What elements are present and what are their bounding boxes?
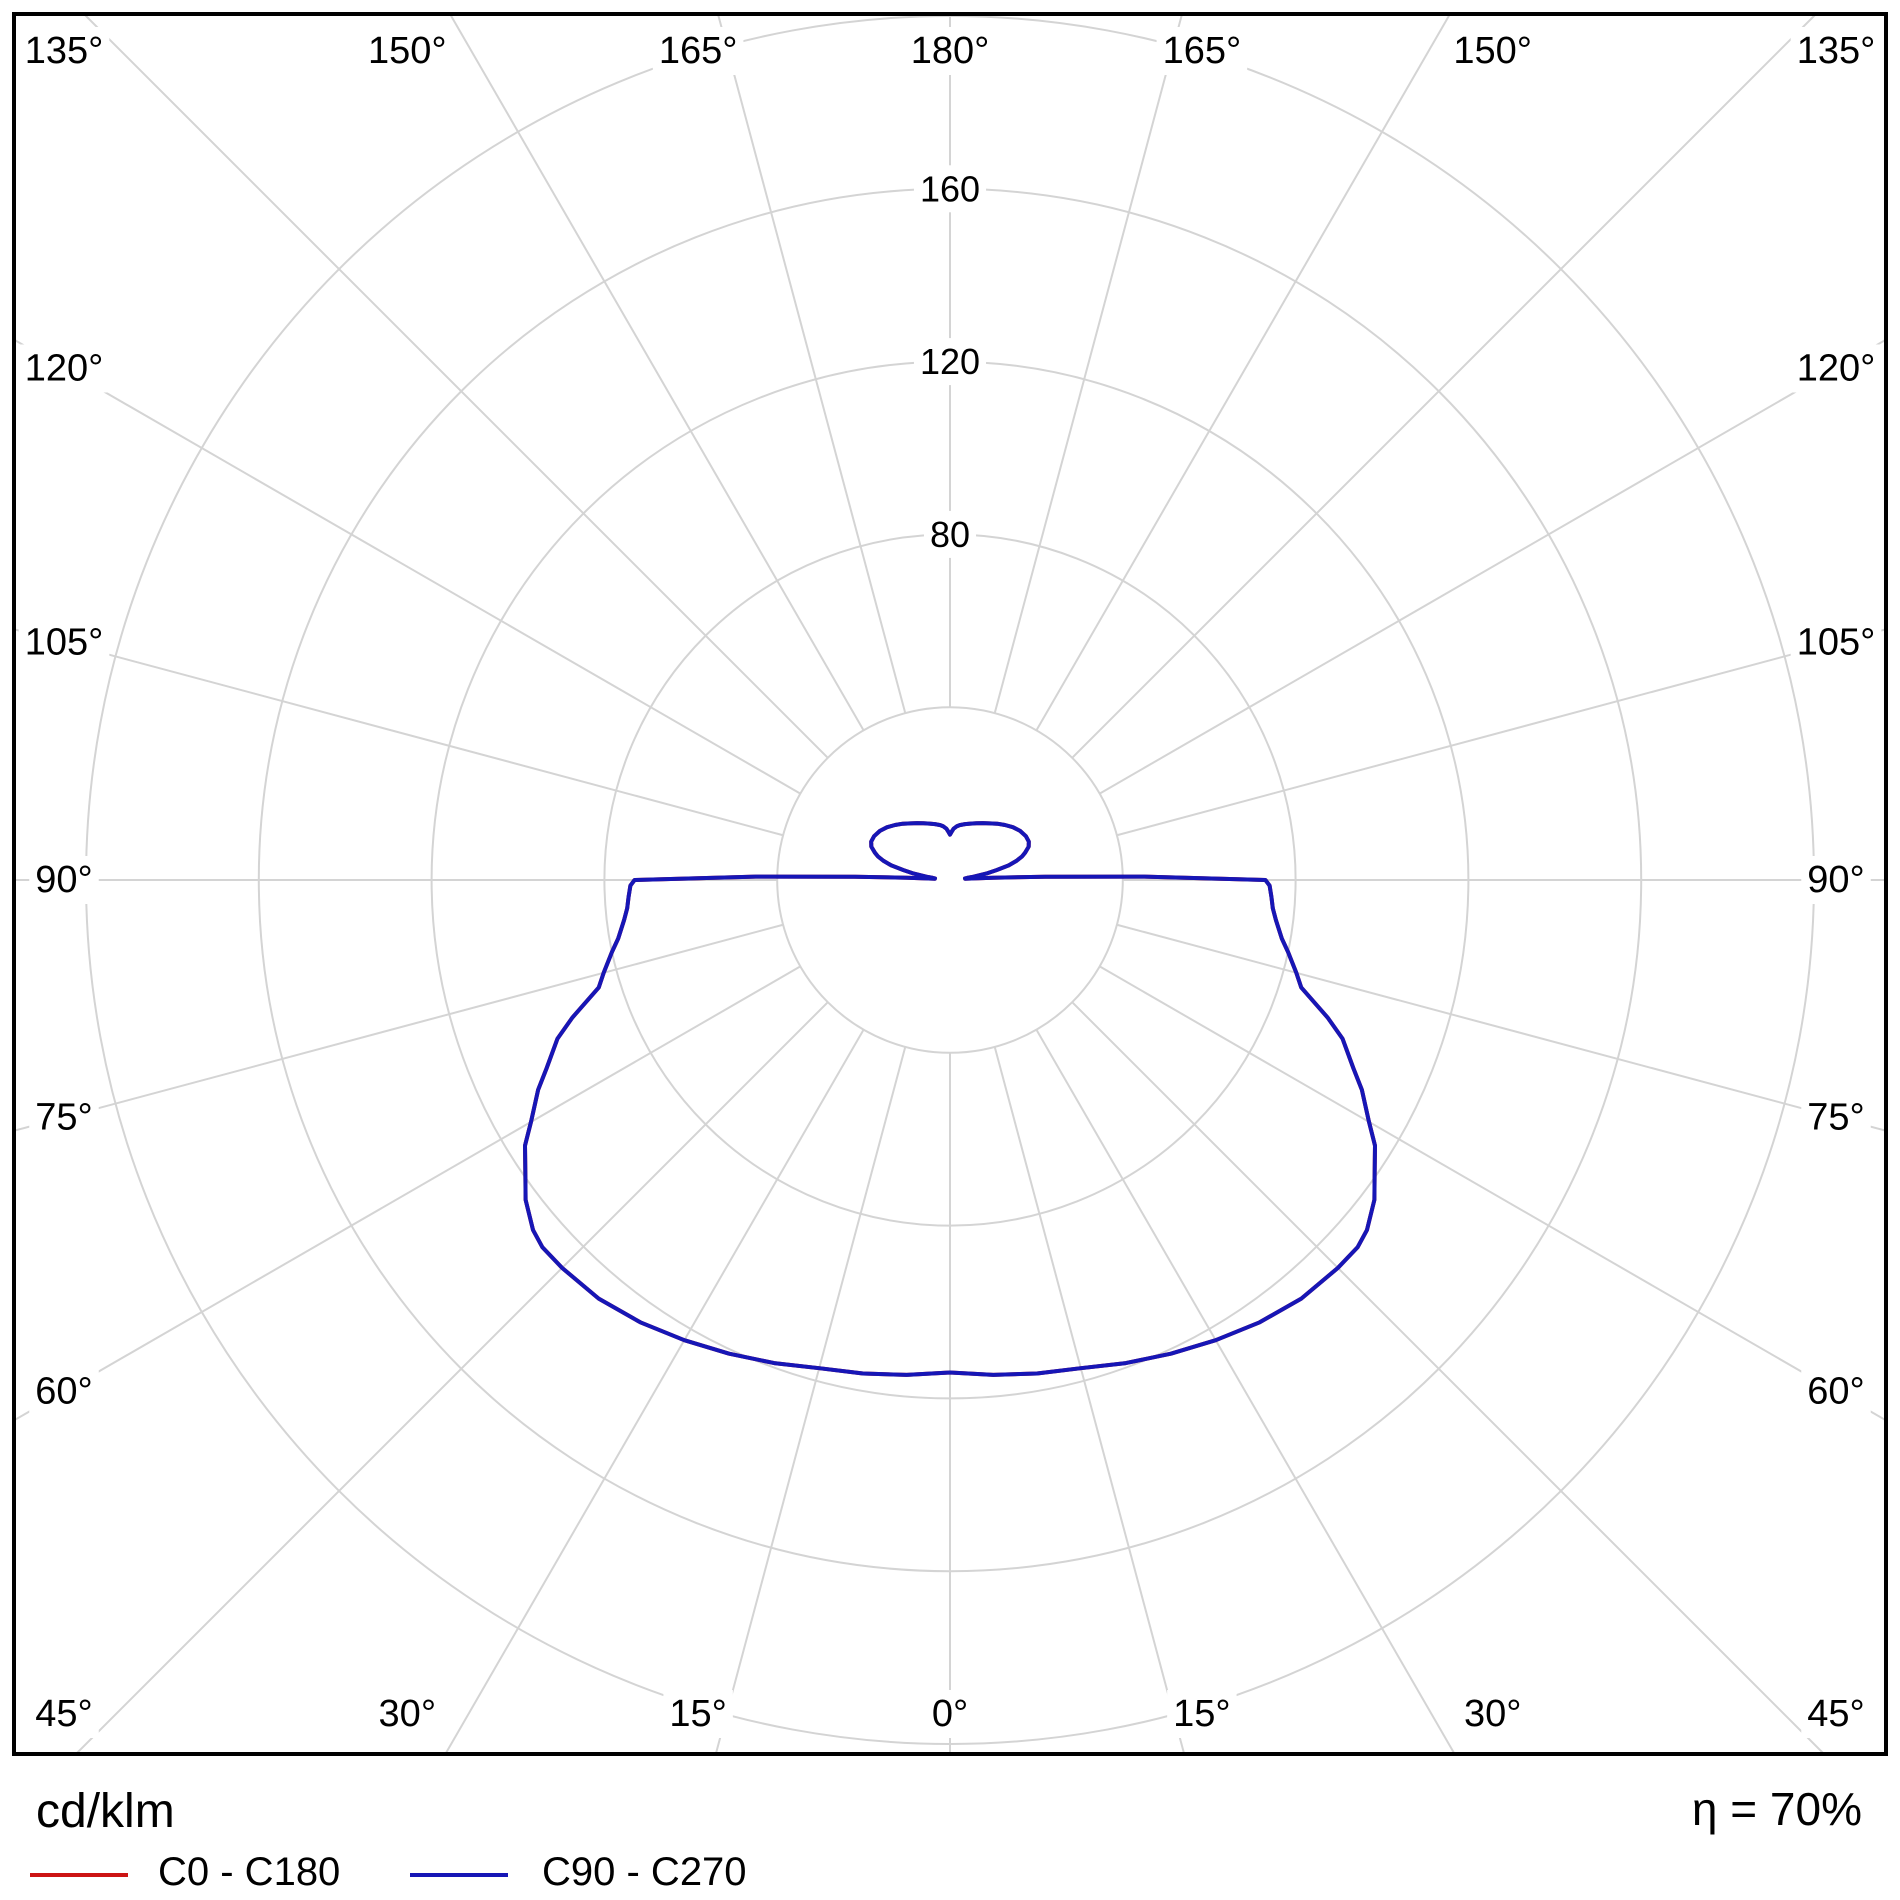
grid-spoke-75-right (1116, 923, 1888, 1133)
grid-circle-40 (776, 706, 1124, 1054)
angle-label-90-right: 90° (1807, 859, 1864, 901)
legend-label-c0-c180: C0 - C180 (158, 1850, 341, 1894)
radial-label-160-bg (913, 165, 987, 213)
angle-label-15-left: 15° (669, 1693, 726, 1735)
units-label: cd/klm (36, 1785, 175, 1838)
angle-label-15-left-bg (663, 1690, 733, 1738)
legend-line-c0-c180 (30, 1873, 128, 1877)
grid-spoke-165-right (993, 12, 1184, 714)
series-curve-c90-c270 (523, 821, 1377, 1377)
angle-label-75-left-bg (29, 1093, 99, 1142)
angle-label-75-left: 75° (35, 1096, 92, 1138)
legend-line-c90-c270 (410, 1873, 508, 1877)
angle-label-165-right-bg (1156, 27, 1248, 75)
angle-label-165-left: 165° (659, 30, 738, 72)
angle-label-30-left: 30° (379, 1693, 436, 1735)
grid-spoke-75-left (12, 923, 784, 1133)
grid-spoke-105-right (1116, 627, 1888, 837)
grid-spoke-120-left (12, 337, 801, 795)
plot-area (12, 12, 1888, 1756)
angle-label-60-left-bg (29, 1367, 99, 1416)
angle-label-165-right: 165° (1163, 30, 1242, 72)
angle-label-45-right: 45° (1807, 1693, 1864, 1735)
angle-label-45-left-bg (29, 1690, 99, 1738)
angle-label-120-left: 120° (25, 347, 104, 389)
angle-label-0-right: 0° (932, 1693, 968, 1735)
radial-label-120: 120 (920, 341, 980, 382)
plot-frame-border (12, 12, 1888, 1756)
angle-label-120-right: 120° (1797, 347, 1876, 389)
angle-label-180-right-bg (904, 27, 996, 75)
angle-label-0-right-bg (925, 1690, 975, 1738)
angle-label-60-right: 60° (1807, 1371, 1864, 1413)
angle-label-75-right: 75° (1807, 1096, 1864, 1138)
grid-spoke-30-left (443, 1029, 865, 1756)
angle-label-150-left-bg (361, 27, 453, 75)
grid-spoke-45-left (73, 1001, 829, 1756)
efficiency-label: η = 70% (1691, 1783, 1862, 1835)
grid-spoke-150-right (1035, 12, 1453, 731)
angle-label-75-right-bg (1801, 1093, 1871, 1142)
angle-label-30-right: 30° (1464, 1693, 1521, 1735)
grid-spoke-150-left (447, 12, 865, 731)
angle-label-45-right-bg (1801, 1690, 1871, 1738)
angle-label-30-right-bg (1457, 1690, 1528, 1738)
angle-label-105-left: 105° (25, 622, 104, 664)
grid-spoke-135-left (81, 12, 829, 759)
angle-label-135-left-bg (18, 27, 110, 75)
grid-spoke-45-right (1071, 1001, 1827, 1756)
grid-spoke-30-right (1035, 1029, 1457, 1756)
grid-spoke-135-right (1071, 12, 1819, 759)
angle-label-165-left-bg (652, 27, 744, 75)
radial-label-80-bg (923, 510, 977, 558)
angle-label-150-right: 150° (1453, 30, 1532, 72)
radial-label-160: 160 (920, 168, 980, 209)
grid-spoke-165-left (716, 12, 907, 714)
angle-label-180-right: 180° (911, 30, 990, 72)
angle-label-150-left: 150° (368, 30, 447, 72)
angle-label-15-right: 15° (1173, 1693, 1230, 1735)
angle-label-60-left: 60° (35, 1371, 92, 1413)
angle-label-135-right-bg (1790, 27, 1882, 75)
angle-label-105-right: 105° (1797, 622, 1876, 664)
grid-spoke-60-left (12, 965, 801, 1423)
angle-label-45-left: 45° (35, 1693, 92, 1735)
grid-spoke-120-right (1099, 337, 1888, 795)
radial-label-120-bg (913, 338, 987, 386)
grid-spoke-105-left (12, 627, 784, 837)
radial-label-80: 80 (930, 514, 970, 555)
angle-label-105-right-bg (1790, 618, 1882, 667)
angle-label-105-left-bg (18, 618, 110, 667)
angle-label-15-right-bg (1167, 1690, 1237, 1738)
angle-label-150-right-bg (1447, 27, 1539, 75)
legend-label-c90-c270: C90 - C270 (542, 1850, 747, 1894)
angle-label-30-left-bg (372, 1690, 443, 1738)
grid-spoke-60-right (1099, 965, 1888, 1423)
angle-label-90-right-bg (1801, 856, 1871, 904)
angle-label-120-right-bg (1790, 344, 1882, 393)
angle-label-90-left-bg (29, 856, 99, 904)
angle-label-90-left: 90° (35, 859, 92, 901)
angle-label-60-right-bg (1801, 1367, 1871, 1416)
angle-label-120-left-bg (18, 344, 110, 393)
angle-label-135-left: 135° (25, 30, 104, 72)
angle-label-135-right: 135° (1797, 30, 1876, 72)
grid-spoke-15-left (714, 1046, 907, 1756)
grid-spoke-15-right (993, 1046, 1186, 1756)
